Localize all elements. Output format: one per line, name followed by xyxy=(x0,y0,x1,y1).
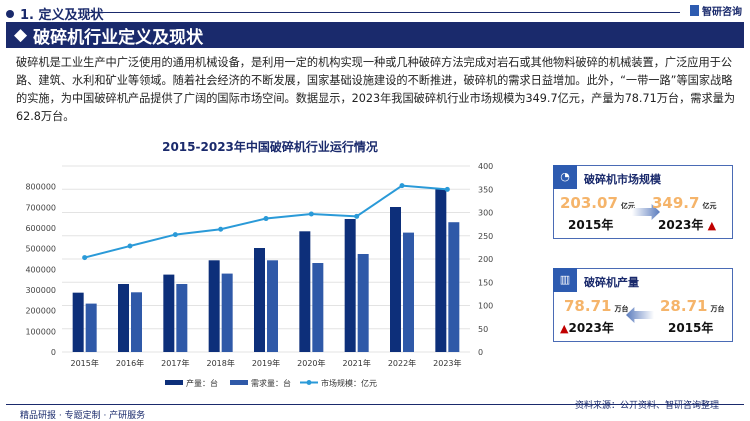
divider xyxy=(86,12,680,13)
bar-demand xyxy=(176,284,188,352)
diamond-icon: ◆ xyxy=(14,25,28,45)
bar-production xyxy=(118,284,129,352)
y-left-tick-label: 100000 xyxy=(25,327,56,336)
bar-demand xyxy=(357,253,369,352)
intro-paragraph: 破碎机是工业生产中广泛使用的通用机械设备，是利用一定的机构实现一种或几种破碎方法… xyxy=(16,56,736,123)
bar-demand xyxy=(131,292,142,352)
legend-swatch xyxy=(165,380,183,385)
bar-production xyxy=(208,260,220,352)
pie-chart-icon: ◔ xyxy=(553,165,577,189)
y-right-tick-label: 250 xyxy=(478,232,493,241)
bar-demand xyxy=(221,273,233,352)
market-size-point xyxy=(218,226,224,232)
bar-production xyxy=(254,248,265,352)
legend-label: 产量：台 xyxy=(186,378,218,388)
legend-swatch xyxy=(230,380,248,385)
source-note: 资料来源：公开资料、智研咨询整理 xyxy=(575,401,720,411)
arrow-right-icon xyxy=(632,204,660,220)
y-right-tick-label: 400 xyxy=(478,162,493,171)
market-size-point xyxy=(399,183,405,189)
bar-demand xyxy=(403,232,414,352)
y-right-tick-label: 0 xyxy=(478,348,483,357)
market-size-card: ◔ 破碎机市场规模 203.07 亿元 2015年 349.7 亿元 2023年 ▲ xyxy=(553,165,733,239)
logo-text: 智研咨询 xyxy=(702,7,742,18)
x-tick-label: 2022年 xyxy=(388,358,416,368)
bar-production xyxy=(435,189,447,352)
y-left-tick-label: 200000 xyxy=(25,307,56,316)
x-tick-label: 2021年 xyxy=(342,358,370,368)
market-size-point xyxy=(127,243,133,249)
logo: 智研咨询 xyxy=(690,3,742,18)
up-arrow-icon: ▲ xyxy=(560,322,569,335)
value-2015: 28.71 万台 xyxy=(660,297,725,315)
card-title: 破碎机产量 xyxy=(584,276,639,289)
bullet-icon xyxy=(6,9,14,18)
chart: 0 100000 200000 300000 400000 500000 600000 700… xyxy=(25,162,493,388)
y-left-tick-label: 600000 xyxy=(25,224,56,233)
bar-production xyxy=(390,207,401,352)
year-label: 2015年 xyxy=(668,321,714,335)
chart-title: 2015-2023年中国破碎机行业运行情况 xyxy=(162,140,378,154)
logo-icon xyxy=(690,5,699,16)
market-size-point xyxy=(263,216,269,222)
bar-production xyxy=(299,231,311,352)
up-arrow-icon: ▲ xyxy=(707,219,717,232)
y-left-tick-label: 400000 xyxy=(25,265,56,274)
section-title: 1. 定义及现状 xyxy=(20,8,104,23)
x-tick-label: 2015年 xyxy=(70,358,98,368)
card-title: 破碎机市场规模 xyxy=(584,173,661,186)
bar-chart-icon: ▥ xyxy=(553,268,577,292)
y-left-tick-label: 0 xyxy=(51,348,56,357)
market-size-point xyxy=(444,186,450,192)
bar-production xyxy=(163,274,175,352)
legend-label: 市场规模：亿元 xyxy=(321,378,377,388)
bar-production xyxy=(344,219,356,352)
y-right-tick-label: 150 xyxy=(478,278,493,287)
y-right-tick-label: 50 xyxy=(478,325,488,334)
value-2023: 78.71 万台 xyxy=(564,297,629,315)
y-right-tick-label: 200 xyxy=(478,255,493,264)
y-left-tick-label: 700000 xyxy=(25,203,56,212)
y-right-tick-label: 350 xyxy=(478,185,493,194)
x-tick-label: 2019年 xyxy=(252,358,280,368)
legend-marker xyxy=(306,380,312,385)
y-left-tick-label: 500000 xyxy=(25,245,56,254)
bar-demand xyxy=(85,303,97,352)
year-label: 2023年 xyxy=(658,218,704,232)
bar-production xyxy=(72,292,84,352)
y-left-tick-label: 800000 xyxy=(25,183,56,192)
production-card: ▥ 破碎机产量 78.71 万台 ▲2023年 28.71 万台 2015年 xyxy=(553,268,733,342)
footer-text: 精品研报 · 专题定制 · 产研服务 xyxy=(20,411,146,421)
x-tick-label: 2016年 xyxy=(116,358,144,368)
x-tick-label: 2023年 xyxy=(433,358,461,368)
value-2023: 349.7 亿元 xyxy=(652,194,717,212)
banner-title: 破碎机行业定义及现状 xyxy=(33,27,204,48)
x-tick-label: 2018年 xyxy=(206,358,234,368)
value-2015: 203.07 亿元 xyxy=(560,194,635,212)
banner: ◆ 破碎机行业定义及现状 xyxy=(6,22,744,48)
year-label: 2015年 xyxy=(568,218,614,232)
bar-demand xyxy=(267,260,278,352)
y-right-tick-label: 300 xyxy=(478,209,493,218)
x-tick-label: 2020年 xyxy=(297,358,325,368)
footer-divider xyxy=(6,404,744,405)
market-size-point xyxy=(172,232,178,238)
y-left-tick-label: 300000 xyxy=(25,286,56,295)
legend-label: 需求量：台 xyxy=(251,378,291,388)
section-heading: 1. 定义及现状 xyxy=(6,4,104,23)
bar-demand xyxy=(312,263,324,352)
market-size-point xyxy=(82,255,88,261)
y-right-tick-label: 100 xyxy=(478,302,493,311)
year-label: 2023年 xyxy=(568,321,614,335)
bar-demand xyxy=(448,222,460,352)
market-size-point xyxy=(354,213,360,219)
arrow-left-icon xyxy=(626,307,654,323)
x-tick-label: 2017年 xyxy=(161,358,189,368)
market-size-point xyxy=(308,211,314,217)
